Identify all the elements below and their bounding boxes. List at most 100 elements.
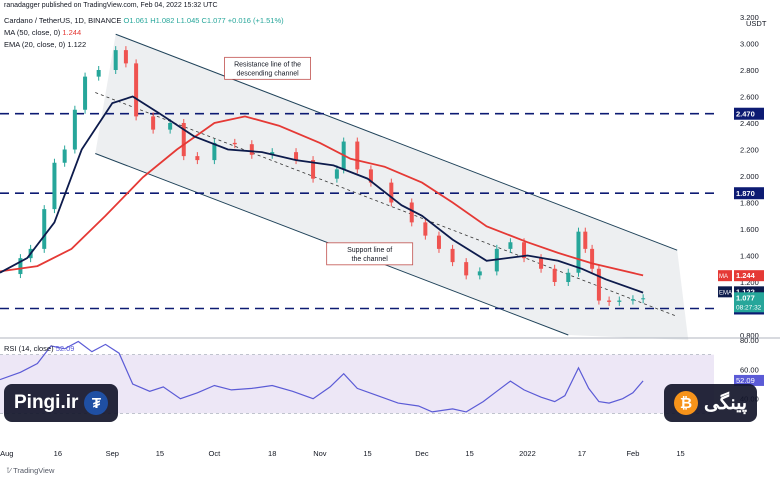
candle-body (96, 70, 101, 77)
price-tick-label: 3.200 (740, 13, 759, 22)
tradingview-brand: TradingView (13, 466, 55, 475)
x-tick-label: Feb (626, 449, 639, 458)
level-tag-box (734, 187, 764, 200)
candle-body (52, 162, 57, 210)
price-tick-label: 2.000 (740, 172, 759, 181)
level-tag-label: 2.470 (736, 110, 755, 119)
candle-body (168, 123, 173, 130)
pingi-watermark-right: ₿ پینگی (664, 384, 758, 422)
ema-legend[interactable]: EMA (20, close, 0) 1.122 (4, 40, 86, 49)
candle-body (355, 141, 360, 170)
price-tag-name-box (718, 270, 732, 282)
candle-body (641, 298, 646, 300)
x-tick-label: Oct (209, 449, 222, 458)
price-tick-label: 2.200 (740, 146, 759, 155)
pingi-watermark-left: Pingi.ir ₮ (4, 384, 119, 422)
price-tick-label: 2.800 (740, 66, 759, 75)
price-tick-label: 1.400 (740, 252, 759, 261)
candle-body (508, 242, 513, 249)
ema-20-line (0, 95, 644, 294)
rsi-value-tag (734, 374, 764, 386)
rsi-legend-value: 52.09 (55, 344, 75, 353)
x-tick-label: Nov (313, 449, 327, 458)
candle-body (334, 169, 339, 179)
rsi-legend[interactable]: RSI (14, close) 52.09 (4, 344, 74, 353)
annotation-text: descending channel (236, 70, 299, 77)
x-tick-label: 18 (268, 449, 276, 458)
candle-body (72, 109, 77, 150)
x-tick-label: 15 (676, 449, 684, 458)
x-tick-label: 17 (578, 449, 586, 458)
level-tag-box (734, 107, 764, 120)
ma-50-line (0, 115, 644, 277)
rsi-value-tag-label: 52.09 (736, 376, 755, 385)
candle-body (552, 268, 557, 282)
ma-legend-label: MA (50, close, 0) (4, 28, 61, 37)
price-tick-label: 2.600 (740, 93, 759, 102)
x-tick-label: Aug (0, 449, 13, 458)
price-tick-label: 1.800 (740, 199, 759, 208)
candle-body (522, 242, 527, 259)
annotation-text: the channel (352, 256, 389, 263)
price-tag-label: 1.077 (736, 293, 755, 302)
candle-body (607, 300, 612, 302)
candle-body (464, 262, 469, 276)
rsi-legend-label: RSI (14, close) (4, 344, 54, 353)
candle-body (596, 268, 601, 301)
x-tick-label: Sep (106, 449, 119, 458)
candle-body (42, 209, 47, 249)
rsi-line (0, 340, 644, 413)
price-tag-name: MA (719, 274, 728, 280)
ema-legend-value: 1.122 (67, 40, 87, 49)
candle-body (389, 182, 394, 203)
candle-body (212, 142, 217, 161)
price-tag-name-box (718, 286, 732, 298)
candle-body (270, 152, 275, 155)
ohlc-values: O1.061 H1.082 L1.045 C1.077 +0.016 (+1.5… (123, 16, 284, 25)
candle-body (232, 142, 237, 145)
price-tick-label: 3.000 (740, 40, 759, 49)
price-tag-name: EMA (719, 290, 732, 296)
rsi-tick-label: 80.00 (740, 336, 759, 345)
candle-body (113, 50, 118, 70)
price-tag-label: 1.122 (736, 287, 755, 296)
bitcoin-coin-icon: ₿ (674, 391, 698, 415)
candle-body (368, 169, 373, 183)
candle-body (436, 235, 441, 249)
price-tick-label: 0.800 (740, 331, 759, 340)
candle-body (450, 248, 455, 263)
annotation-box (326, 242, 414, 266)
candle-body (18, 258, 23, 275)
candle-body (409, 202, 414, 223)
ema-legend-label: EMA (20, close, 0) (4, 40, 66, 49)
ma-legend[interactable]: MA (50, close, 0) 1.244 (4, 28, 81, 37)
price-tag-countdown: 08:27:32 (736, 304, 762, 311)
tradingview-logo-icon: ⊺⁄ (6, 466, 12, 475)
ma-legend-value: 1.244 (62, 28, 82, 37)
candle-body (195, 156, 200, 161)
candle-body (311, 160, 316, 179)
symbol-line: Cardano / TetherUS, 1D, BINANCE O1.061 H… (4, 16, 284, 25)
candle-body (539, 258, 544, 269)
candle-body (617, 300, 622, 302)
price-tag-box (734, 286, 764, 298)
published-by-text: ranadagger published on TradingView.com,… (4, 2, 218, 9)
tradingview-logo[interactable]: ⊺⁄ TradingView (6, 466, 54, 475)
candle-body (123, 50, 128, 64)
price-tag-label: 1.244 (736, 271, 756, 280)
x-tick-label: 15 (363, 449, 371, 458)
annotation-box (224, 56, 311, 80)
level-tag-label: 1.870 (736, 189, 755, 198)
annotation-text: Support line of (347, 247, 392, 254)
rsi-band (0, 354, 714, 414)
price-tick-label: 2.400 (740, 119, 759, 128)
x-tick-label: 16 (54, 449, 62, 458)
candle-body (249, 144, 254, 155)
price-tag-box (734, 270, 764, 282)
x-tick-label: 15 (156, 449, 164, 458)
candle-body (576, 231, 581, 273)
tether-coin-icon: ₮ (84, 391, 109, 415)
candle-body (590, 248, 595, 269)
